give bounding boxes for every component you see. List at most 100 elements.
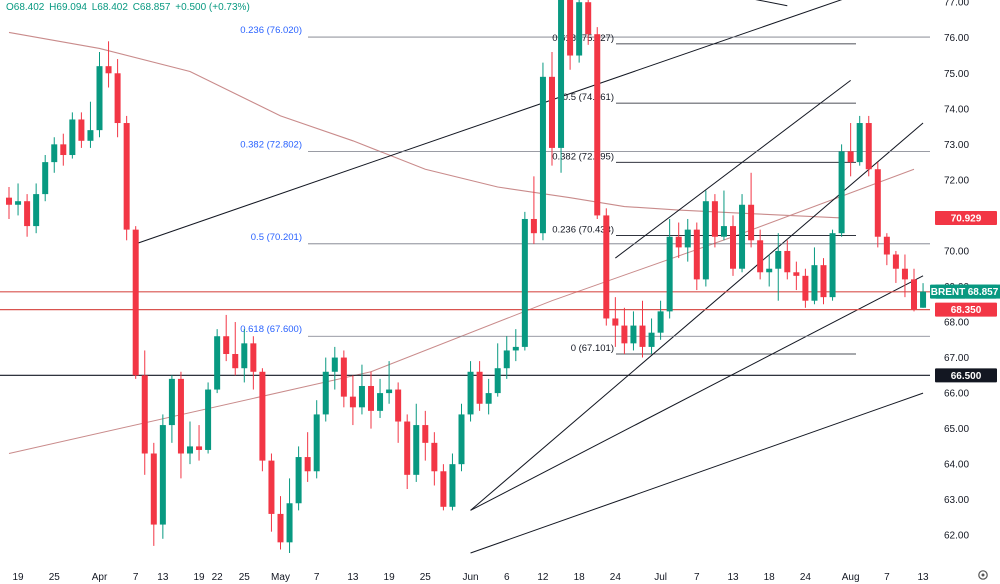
candle-body-38 bbox=[349, 396, 356, 408]
candle-body-72 bbox=[657, 311, 664, 333]
candle-body-45 bbox=[413, 425, 420, 475]
price-tick-10: 72.00 bbox=[944, 175, 969, 186]
fib-right-label-0: 0.618 (75.827) bbox=[552, 33, 614, 44]
candle-body-99 bbox=[901, 268, 908, 280]
candle-body-93 bbox=[847, 151, 854, 163]
candle-body-49 bbox=[449, 464, 456, 507]
price-tag-2: 68.350 bbox=[951, 305, 982, 316]
candle-body-21 bbox=[196, 446, 203, 450]
price-tag-0: 70.929 bbox=[951, 213, 982, 224]
candle-body-75 bbox=[684, 229, 691, 248]
candle-body-101 bbox=[920, 291, 927, 308]
candle-body-73 bbox=[666, 236, 673, 312]
fib-left-label-0: 0.236 (76.020) bbox=[240, 25, 302, 36]
fib-right-label-1: 0.5 (74.161) bbox=[563, 92, 614, 103]
candle-body-98 bbox=[892, 254, 899, 269]
candle-body-22 bbox=[205, 389, 212, 450]
candle-body-13 bbox=[123, 123, 130, 230]
price-tag-current: 68.857 bbox=[968, 287, 999, 298]
candle-body-4 bbox=[42, 162, 49, 195]
price-tag-3: 66.500 bbox=[951, 371, 982, 382]
price-tick-12: 74.00 bbox=[944, 104, 969, 115]
candle-body-47 bbox=[431, 442, 438, 472]
candle-body-25 bbox=[232, 354, 239, 369]
price-tick-2: 64.00 bbox=[944, 460, 969, 471]
fib-left-label-3: 0.618 (67.600) bbox=[240, 324, 302, 335]
rising-average-line bbox=[8, 168, 915, 454]
time-tick-1: 25 bbox=[49, 572, 61, 583]
candle-body-51 bbox=[467, 371, 474, 415]
time-tick-19: 7 bbox=[694, 572, 700, 583]
trendline-3 bbox=[470, 275, 924, 511]
price-tick-15: 77.00 bbox=[944, 0, 969, 9]
moving-average-line bbox=[8, 31, 842, 219]
price-tag-bg-2 bbox=[935, 302, 997, 317]
candle-body-97 bbox=[883, 236, 890, 255]
price-tag-current-bg bbox=[966, 284, 1000, 299]
candle-body-94 bbox=[856, 123, 863, 163]
candle-body-95 bbox=[865, 123, 872, 170]
price-tick-11: 73.00 bbox=[944, 140, 969, 151]
price-tick-5: 67.00 bbox=[944, 353, 969, 364]
time-tick-8: May bbox=[271, 572, 290, 583]
candle-body-43 bbox=[395, 389, 402, 422]
time-tick-3: 7 bbox=[133, 572, 139, 583]
time-tick-15: 12 bbox=[537, 572, 549, 583]
time-tick-14: 6 bbox=[504, 572, 510, 583]
candle-body-84 bbox=[766, 268, 773, 273]
candle-body-39 bbox=[358, 385, 365, 408]
candle-body-71 bbox=[648, 332, 655, 347]
candle-body-80 bbox=[730, 226, 736, 269]
time-tick-5: 19 bbox=[193, 572, 205, 583]
candle-body-52 bbox=[476, 371, 483, 404]
time-axis[interactable]: 19 25 Apr 7 13 19 22 25 May 7 13 19 25 Jun 6 12 18 24 Jul 7… bbox=[12, 572, 929, 583]
candle-body-50 bbox=[458, 414, 465, 465]
time-tick-13: Jun bbox=[462, 572, 478, 583]
candle-body-78 bbox=[711, 201, 718, 237]
candle-body-58 bbox=[530, 218, 537, 234]
candle-body-30 bbox=[277, 513, 284, 543]
trendline-layer bbox=[135, 0, 924, 554]
candle-body-57 bbox=[521, 218, 528, 347]
candle-body-55 bbox=[503, 350, 510, 369]
time-tick-0: 19 bbox=[12, 572, 24, 583]
time-tick-10: 13 bbox=[347, 572, 359, 583]
candle-body-67 bbox=[612, 318, 619, 326]
fib-left-label-1: 0.382 (72.802) bbox=[240, 139, 302, 150]
candle-body-9 bbox=[87, 130, 94, 141]
candle-body-59 bbox=[539, 76, 546, 234]
candle-body-61 bbox=[558, 0, 565, 148]
time-tick-18: Jul bbox=[654, 572, 667, 583]
candle-body-70 bbox=[639, 325, 646, 347]
high-value: H69.094 bbox=[49, 2, 87, 13]
candle-body-23 bbox=[214, 336, 221, 390]
time-tick-23: Aug bbox=[842, 572, 860, 583]
candle-body-42 bbox=[386, 389, 393, 394]
candle-body-16 bbox=[150, 453, 157, 525]
price-tag-bg-0 bbox=[935, 210, 997, 225]
candle-body-37 bbox=[340, 357, 347, 397]
candle-body-7 bbox=[69, 119, 76, 156]
candle-body-27 bbox=[250, 343, 257, 372]
candle-body-68 bbox=[621, 325, 628, 344]
candle-body-54 bbox=[494, 368, 501, 394]
gear-icon[interactable] bbox=[978, 570, 988, 580]
price-tag-bg-3 bbox=[935, 368, 997, 383]
candle-body-24 bbox=[223, 336, 230, 355]
candle-body-41 bbox=[377, 393, 384, 411]
candle-body-77 bbox=[702, 201, 709, 280]
candle-body-44 bbox=[404, 421, 411, 475]
price-tick-1: 63.00 bbox=[944, 495, 969, 506]
candle-body-18 bbox=[168, 378, 175, 426]
trendline-1 bbox=[755, 0, 788, 7]
candle-body-89 bbox=[811, 265, 818, 301]
time-tick-22: 24 bbox=[800, 572, 812, 583]
candle-body-79 bbox=[720, 226, 727, 237]
candle-body-8 bbox=[78, 119, 85, 141]
candle-body-15 bbox=[141, 375, 148, 454]
candle-body-14 bbox=[132, 229, 139, 376]
candle-body-17 bbox=[159, 425, 166, 525]
candle-body-5 bbox=[51, 144, 58, 163]
candle-body-92 bbox=[838, 151, 845, 234]
